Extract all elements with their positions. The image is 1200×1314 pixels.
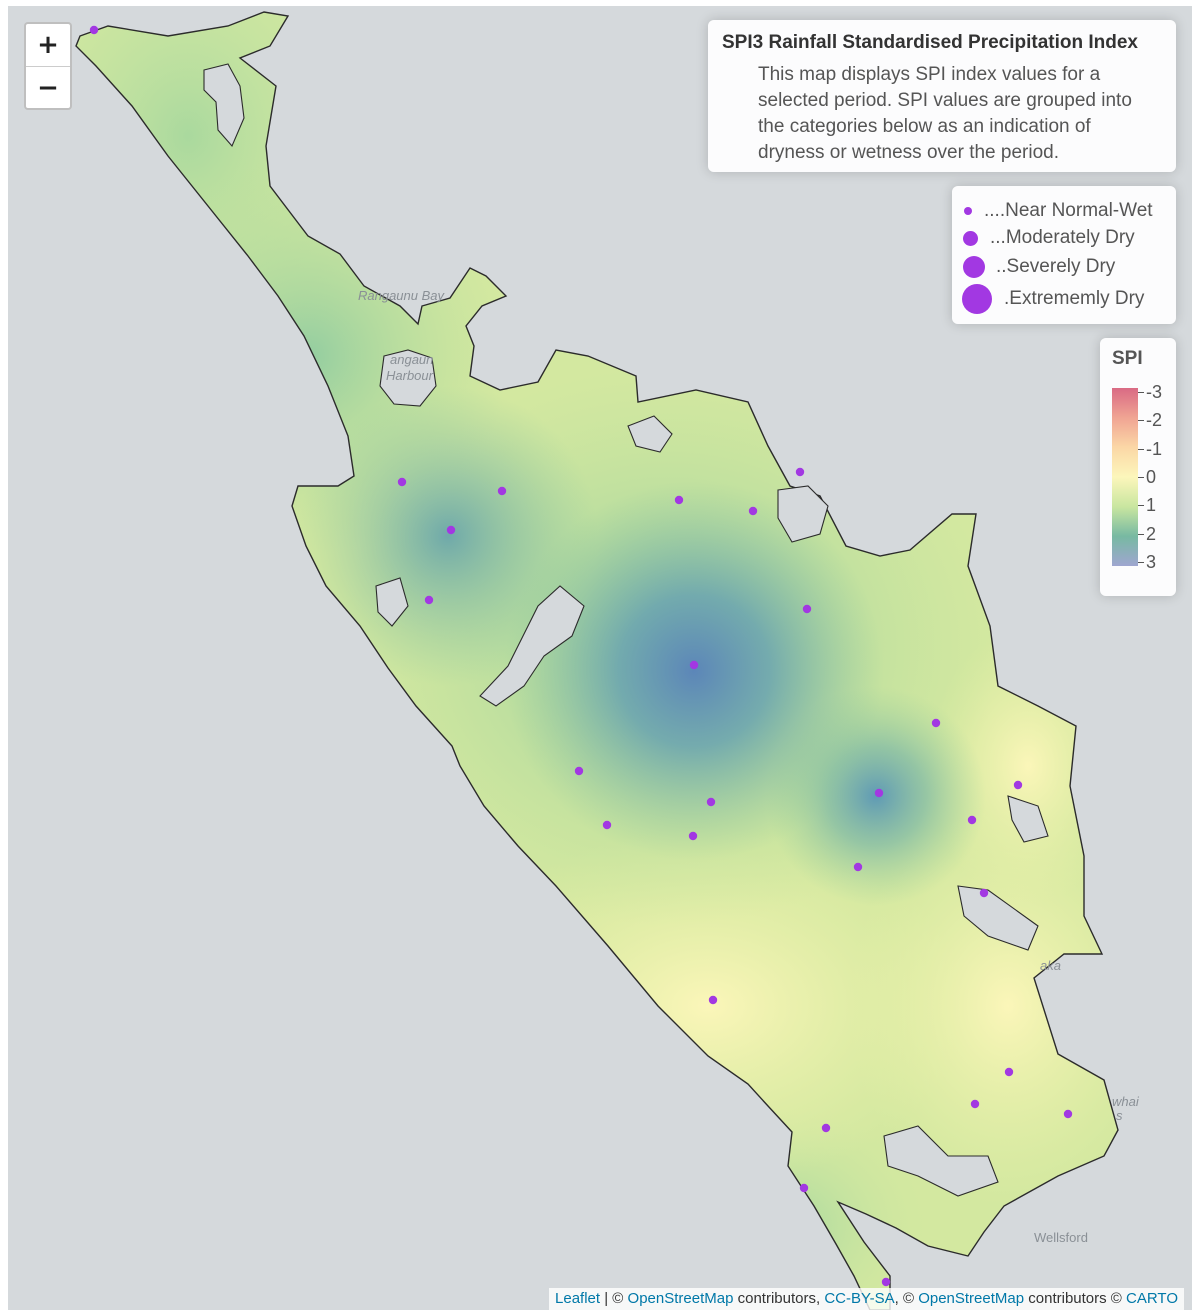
spi-legend-title: SPI xyxy=(1112,348,1143,369)
size-legend-label: ..Severely Dry xyxy=(996,256,1116,277)
osm-link-2[interactable]: OpenStreetMap xyxy=(918,1290,1025,1307)
spi-tick-label: 3 xyxy=(1146,552,1157,572)
harbour-kaipara xyxy=(883,1125,999,1197)
spi-color-ramp xyxy=(1112,388,1138,566)
station-marker[interactable] xyxy=(446,525,456,535)
harbour-whangaroa xyxy=(627,415,673,453)
size-legend-row-moderately-dry: ...Moderately Dry xyxy=(952,223,1176,253)
size-legend-label: .Extrememly Dry xyxy=(1004,288,1145,309)
map-container[interactable]: Rangaunu Bay angaun Harbour aka whai s W… xyxy=(8,6,1192,1310)
station-marker[interactable] xyxy=(89,25,99,35)
size-legend-label: ...Moderately Dry xyxy=(990,227,1135,248)
label-mangawhai-2: s xyxy=(1116,1108,1123,1123)
station-marker[interactable] xyxy=(931,718,941,728)
spi-tick-mark xyxy=(1138,448,1144,450)
spi-tick-mark xyxy=(1138,533,1144,535)
spi-tick-label: 1 xyxy=(1146,495,1157,516)
spi-tick-label: 0 xyxy=(1146,467,1157,487)
label-kaka: aka xyxy=(1040,958,1061,973)
harbour-houhora xyxy=(203,63,245,148)
spi-tick-mark xyxy=(1138,392,1144,393)
harbour-whangape xyxy=(375,577,409,627)
station-marker[interactable] xyxy=(574,766,584,776)
size-legend: ....Near Normal-Wet ...Moderately Dry ..… xyxy=(952,186,1176,324)
harbour-hokianga xyxy=(479,585,585,707)
station-marker[interactable] xyxy=(1004,1067,1014,1077)
zoom-in-button[interactable]: + xyxy=(37,30,59,60)
size-legend-row-severely-dry: ..Severely Dry xyxy=(952,252,1176,282)
spi-tick-mark xyxy=(1138,477,1144,478)
station-marker[interactable] xyxy=(708,995,718,1005)
marker-dot-medium xyxy=(963,231,978,246)
info-description: This map displays SPI index values for a… xyxy=(758,64,1132,163)
cc-by-sa-link[interactable]: CC-BY-SA xyxy=(824,1290,895,1307)
marker-dot-large xyxy=(963,256,985,278)
size-legend-label: ....Near Normal-Wet xyxy=(984,200,1153,221)
leaflet-link[interactable]: Leaflet xyxy=(555,1290,601,1307)
station-marker[interactable] xyxy=(874,788,884,798)
station-marker[interactable] xyxy=(674,495,684,505)
zoom-out-button[interactable]: − xyxy=(26,66,70,108)
spi-tick-label: -2 xyxy=(1146,410,1163,431)
coastline xyxy=(75,11,1119,1310)
station-marker[interactable] xyxy=(795,467,805,477)
harbour-bay-of-islands xyxy=(777,485,829,543)
station-marker[interactable] xyxy=(497,486,507,496)
spi-tick-mark xyxy=(1138,420,1144,422)
station-marker[interactable] xyxy=(602,820,612,830)
station-marker[interactable] xyxy=(821,1123,831,1133)
station-marker[interactable] xyxy=(799,1183,809,1193)
attribution-text: contributors © xyxy=(1024,1290,1127,1307)
station-markers xyxy=(89,25,1073,1287)
info-title: SPI3 Rainfall Standardised Precipitation… xyxy=(722,32,1138,53)
carto-link[interactable]: CARTO xyxy=(1126,1290,1178,1307)
zoom-control: + − xyxy=(24,22,72,110)
map-canvas[interactable] xyxy=(8,6,1192,1310)
station-marker[interactable] xyxy=(967,815,977,825)
station-marker[interactable] xyxy=(706,797,716,807)
station-marker[interactable] xyxy=(748,506,758,516)
label-rangaunu-bay: Rangaunu Bay xyxy=(358,288,445,303)
spi-tick-label: -3 xyxy=(1146,382,1163,402)
station-marker[interactable] xyxy=(397,477,407,487)
harbour-whangarei xyxy=(957,885,1039,951)
attribution: Leaflet | © OpenStreetMap contributors, … xyxy=(549,1288,1184,1310)
attribution-text: , © xyxy=(894,1290,919,1307)
station-marker[interactable] xyxy=(802,604,812,614)
label-wellsford: Wellsford xyxy=(1034,1230,1088,1245)
label-rangaunu-harbour-2: Harbour xyxy=(386,368,433,383)
station-marker[interactable] xyxy=(1013,780,1023,790)
marker-dot-xlarge xyxy=(962,284,992,314)
station-marker[interactable] xyxy=(424,595,434,605)
label-rangaunu-harbour-1: angaun xyxy=(390,352,434,367)
size-legend-row-near-normal: ....Near Normal-Wet xyxy=(952,196,1176,226)
harbour-ngunguru xyxy=(1007,795,1049,843)
station-marker[interactable] xyxy=(688,831,698,841)
spi-tick-mark xyxy=(1138,562,1144,563)
harbours xyxy=(203,63,1049,1197)
label-mangawhai: whai xyxy=(1112,1094,1139,1109)
spi-tick-label: -1 xyxy=(1146,438,1163,459)
spi-tick-label: 2 xyxy=(1146,523,1157,544)
attribution-text: contributors, xyxy=(733,1290,825,1307)
osm-link[interactable]: OpenStreetMap xyxy=(627,1290,734,1307)
spi-tick-mark xyxy=(1138,505,1144,507)
station-marker[interactable] xyxy=(881,1277,891,1287)
info-panel: SPI3 Rainfall Standardised Precipitation… xyxy=(708,20,1176,172)
station-marker[interactable] xyxy=(1063,1109,1073,1119)
station-marker[interactable] xyxy=(979,888,989,898)
attribution-text: | © xyxy=(600,1290,628,1307)
harbour-rangaunu xyxy=(379,349,437,407)
size-legend-row-extremely-dry: .Extrememly Dry xyxy=(952,284,1176,314)
station-marker[interactable] xyxy=(970,1099,980,1109)
station-marker[interactable] xyxy=(853,862,863,872)
station-marker[interactable] xyxy=(689,660,699,670)
spi-legend: SPI -3 -2 -1 0 1 2 3 xyxy=(1100,338,1176,596)
marker-dot-small xyxy=(964,207,972,215)
